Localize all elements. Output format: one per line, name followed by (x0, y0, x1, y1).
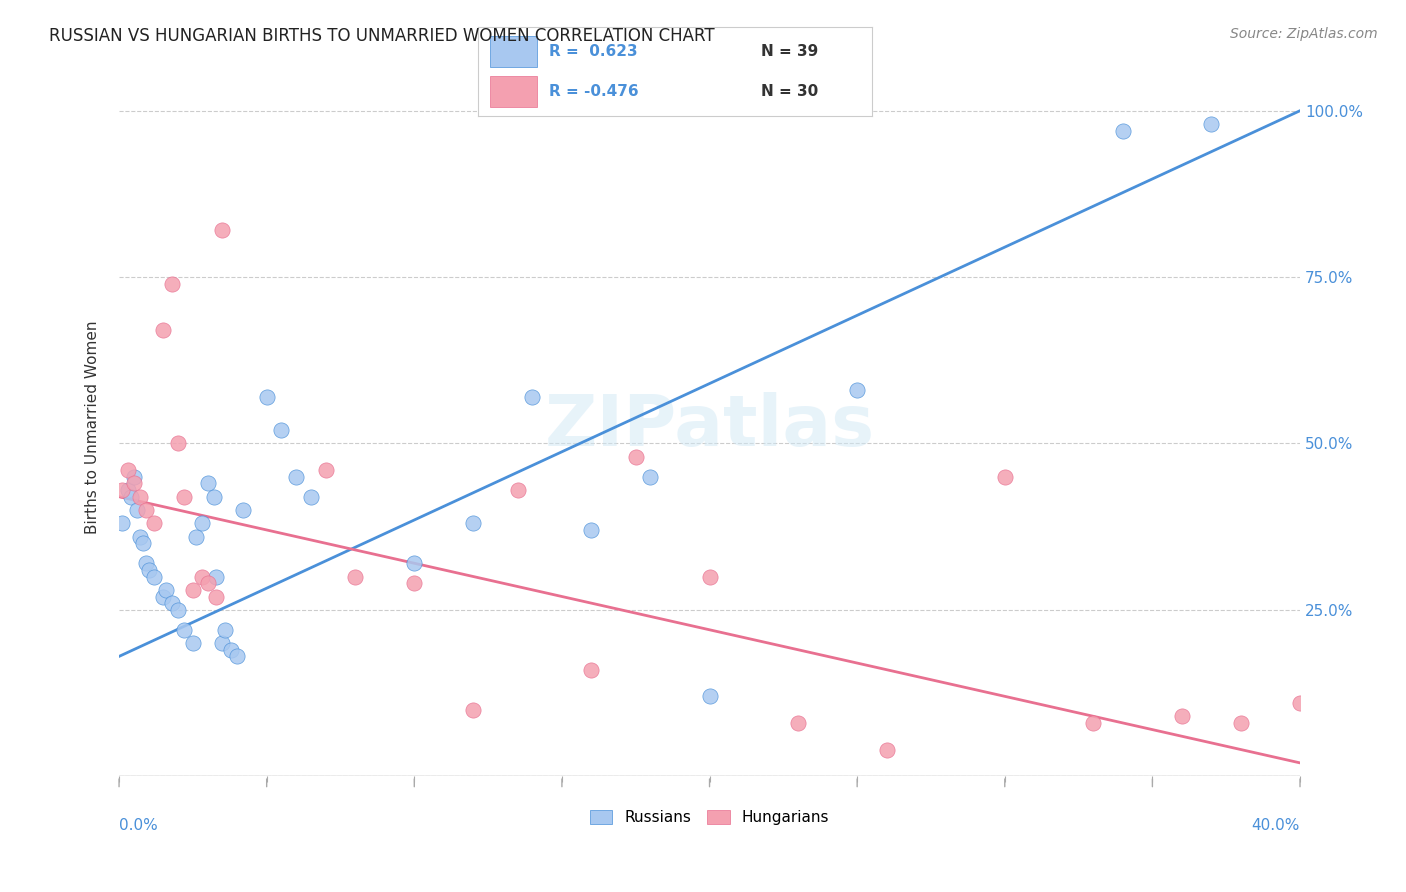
Point (184, 530, 207, 544)
Point (111, 483, 134, 497)
Point (128, 490, 150, 504)
Point (143, 516, 166, 531)
Bar (489, 36, 537, 67)
Point (299, 490, 322, 504)
Point (152, 590, 174, 604)
Point (181, 636, 204, 650)
Y-axis label: Births to Unmarried Women: Births to Unmarried Women (86, 320, 100, 533)
Point (463, 703, 485, 717)
Point (122, 469, 145, 483)
Point (256, 390, 278, 404)
Point (404, 576, 426, 591)
Text: N = 30: N = 30 (762, 84, 818, 99)
Point (131, 536, 153, 550)
Point (135, 556, 157, 570)
Point (122, 476, 145, 491)
Point (143, 569, 166, 583)
Point (787, 715, 810, 730)
Point (581, 663, 603, 677)
Point (155, 582, 177, 597)
Point (167, 603, 190, 617)
Text: Source: ZipAtlas.com: Source: ZipAtlas.com (1230, 27, 1378, 41)
Bar (489, 76, 537, 107)
Point (1112, 124, 1135, 138)
Point (197, 576, 219, 591)
Point (173, 490, 195, 504)
Point (506, 483, 529, 497)
Point (160, 596, 183, 610)
Point (205, 569, 228, 583)
Point (581, 523, 603, 537)
Point (1230, 715, 1253, 730)
Point (994, 469, 1017, 483)
Point (846, 383, 869, 397)
Point (226, 649, 249, 664)
Point (152, 323, 174, 337)
Text: R = -0.476: R = -0.476 (548, 84, 638, 99)
Point (640, 469, 662, 483)
Text: RUSSIAN VS HUNGARIAN BIRTHS TO UNMARRIED WOMEN CORRELATION CHART: RUSSIAN VS HUNGARIAN BIRTHS TO UNMARRIED… (49, 27, 714, 45)
Point (135, 503, 157, 517)
Text: ZIPatlas: ZIPatlas (544, 392, 875, 461)
Point (624, 450, 647, 464)
Point (1201, 117, 1223, 131)
Point (344, 569, 367, 583)
Point (522, 390, 544, 404)
Point (1289, 696, 1312, 710)
Text: 40.0%: 40.0% (1251, 818, 1301, 833)
Point (1083, 715, 1105, 730)
Point (1171, 709, 1194, 723)
Point (190, 569, 212, 583)
Point (117, 463, 139, 477)
Point (202, 490, 225, 504)
Point (173, 623, 195, 637)
Point (128, 530, 150, 544)
Point (232, 503, 254, 517)
Point (270, 423, 292, 437)
Point (181, 582, 204, 597)
Point (125, 503, 148, 517)
Point (211, 636, 233, 650)
Point (167, 436, 190, 450)
Text: 0.0%: 0.0% (120, 818, 157, 833)
Point (315, 463, 337, 477)
Point (190, 516, 212, 531)
Point (197, 476, 219, 491)
Point (205, 590, 228, 604)
Point (211, 223, 233, 237)
Point (699, 569, 721, 583)
Text: R =  0.623: R = 0.623 (548, 44, 637, 59)
Point (160, 277, 183, 291)
Point (111, 516, 134, 531)
Point (876, 742, 898, 756)
Point (214, 623, 236, 637)
Point (117, 483, 139, 497)
Point (138, 563, 160, 577)
Text: N = 39: N = 39 (762, 44, 818, 59)
Point (219, 642, 242, 657)
Legend: Russians, Hungarians: Russians, Hungarians (583, 805, 835, 831)
Point (699, 690, 721, 704)
Point (463, 516, 485, 531)
Point (120, 490, 142, 504)
Point (285, 469, 308, 483)
Point (404, 556, 426, 570)
